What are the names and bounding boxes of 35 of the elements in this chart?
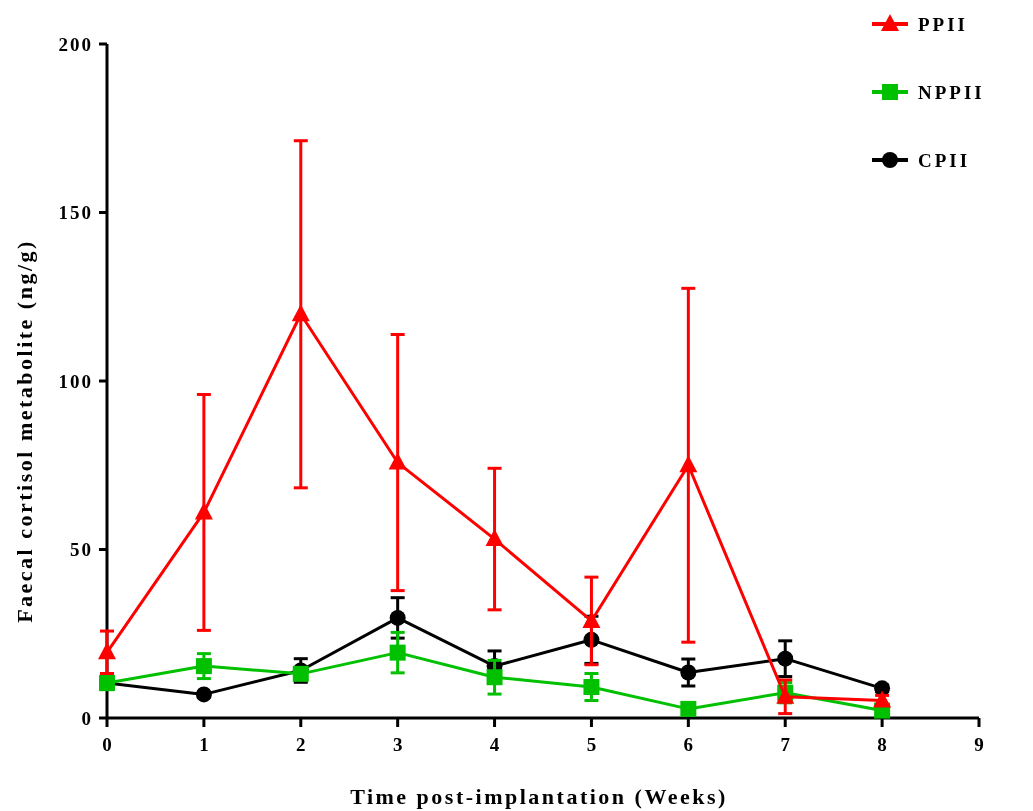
y-tick-label: 150 [58,202,93,224]
x-tick-label: 9 [974,734,984,755]
y-tick-label: 100 [58,370,93,392]
x-tick-label: 4 [489,734,500,755]
x-tick-label: 1 [199,734,209,755]
x-tick-label: 2 [296,734,306,755]
y-tick-label: 0 [81,707,93,729]
point [194,502,213,520]
x-tick-label: 5 [586,734,597,755]
x-tick-label: 3 [392,734,403,755]
x-axis-title: Time post-implantation (Weeks) [350,784,728,809]
x-tick-label: 0 [102,734,112,755]
point [680,664,697,681]
x-tick-label: 7 [780,734,791,755]
point [195,658,212,675]
x-tick-label: 8 [877,734,887,755]
legend-label: PPII [918,13,968,35]
point [485,529,504,547]
point [195,686,212,703]
point [98,642,116,660]
legend-label: CPII [918,149,971,171]
y-axis-title: Faecal cortisol metabolite (ng/g) [12,239,37,623]
point [679,455,698,473]
y-tick-label: 50 [70,539,93,561]
point [389,644,406,661]
point [583,679,600,695]
legend-label: NPPII [918,81,985,103]
x-tick-label: 6 [683,734,694,755]
point [388,452,407,470]
point [291,304,310,322]
point [389,609,406,626]
y-tick-label: 200 [58,33,93,55]
point [777,650,794,667]
point [680,700,697,717]
point [486,669,503,686]
